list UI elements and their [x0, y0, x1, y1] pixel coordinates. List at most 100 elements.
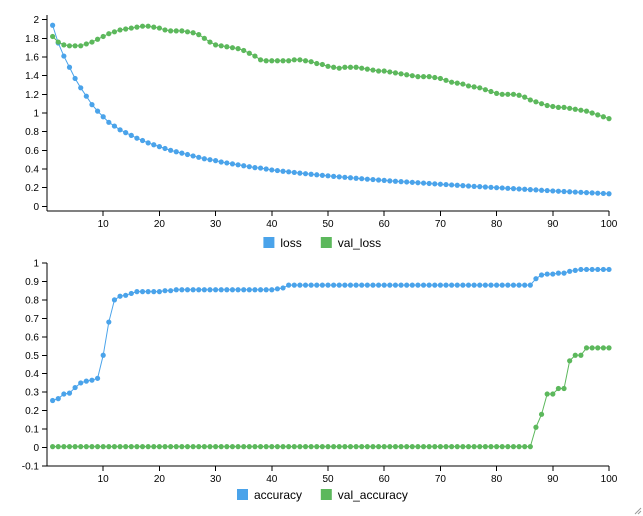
- data-point[interactable]: [286, 169, 292, 175]
- data-point[interactable]: [145, 23, 151, 29]
- data-point[interactable]: [522, 282, 528, 288]
- data-point[interactable]: [156, 144, 162, 150]
- data-point[interactable]: [72, 75, 78, 82]
- data-point[interactable]: [409, 282, 415, 288]
- data-point[interactable]: [280, 444, 286, 450]
- data-point[interactable]: [398, 71, 404, 77]
- data-point[interactable]: [201, 287, 207, 293]
- data-point[interactable]: [499, 282, 505, 288]
- data-point[interactable]: [291, 282, 297, 288]
- data-point[interactable]: [94, 108, 101, 114]
- data-point[interactable]: [482, 87, 488, 93]
- data-point[interactable]: [139, 289, 146, 295]
- data-point[interactable]: [516, 186, 522, 192]
- data-point[interactable]: [342, 282, 348, 288]
- data-point[interactable]: [145, 140, 151, 146]
- data-point[interactable]: [151, 24, 157, 30]
- data-point[interactable]: [66, 43, 73, 49]
- data-point[interactable]: [387, 444, 393, 450]
- data-point[interactable]: [246, 444, 252, 450]
- data-point[interactable]: [471, 282, 477, 288]
- data-point[interactable]: [128, 290, 134, 297]
- data-point[interactable]: [426, 180, 432, 187]
- data-point[interactable]: [55, 396, 61, 402]
- data-point[interactable]: [572, 352, 578, 358]
- data-point[interactable]: [94, 375, 101, 381]
- data-point[interactable]: [572, 267, 578, 273]
- data-point[interactable]: [246, 164, 252, 170]
- data-point[interactable]: [72, 444, 78, 450]
- data-point[interactable]: [544, 187, 550, 194]
- data-point[interactable]: [409, 444, 415, 450]
- data-point[interactable]: [61, 391, 67, 397]
- data-point[interactable]: [280, 168, 286, 174]
- data-point[interactable]: [156, 444, 162, 450]
- data-point[interactable]: [291, 444, 297, 450]
- data-point[interactable]: [235, 46, 241, 52]
- data-point[interactable]: [156, 289, 162, 295]
- data-point[interactable]: [465, 83, 472, 89]
- data-point[interactable]: [533, 99, 539, 105]
- data-point[interactable]: [522, 94, 528, 100]
- data-point[interactable]: [505, 185, 511, 191]
- data-point[interactable]: [286, 58, 292, 64]
- data-point[interactable]: [83, 41, 89, 47]
- data-point[interactable]: [269, 58, 275, 64]
- data-point[interactable]: [499, 185, 505, 191]
- data-point[interactable]: [449, 182, 455, 188]
- data-point[interactable]: [319, 172, 325, 178]
- data-point[interactable]: [370, 282, 376, 288]
- data-point[interactable]: [179, 28, 185, 34]
- data-point[interactable]: [538, 272, 545, 278]
- data-point[interactable]: [111, 123, 118, 129]
- data-point[interactable]: [561, 104, 567, 110]
- data-point[interactable]: [325, 282, 331, 288]
- data-point[interactable]: [347, 64, 354, 70]
- data-point[interactable]: [280, 58, 286, 64]
- data-point[interactable]: [415, 180, 421, 186]
- data-point[interactable]: [460, 183, 466, 189]
- data-point[interactable]: [106, 119, 112, 125]
- data-point[interactable]: [314, 444, 320, 450]
- data-point[interactable]: [72, 43, 78, 49]
- data-point[interactable]: [325, 173, 331, 179]
- data-point[interactable]: [359, 444, 365, 450]
- data-point[interactable]: [409, 73, 415, 79]
- data-point[interactable]: [555, 188, 562, 194]
- data-point[interactable]: [269, 287, 275, 293]
- data-point[interactable]: [471, 84, 477, 90]
- data-point[interactable]: [527, 97, 533, 103]
- data-point[interactable]: [477, 85, 483, 91]
- data-point[interactable]: [184, 29, 191, 35]
- data-point[interactable]: [415, 444, 421, 450]
- data-point[interactable]: [156, 25, 162, 31]
- data-point[interactable]: [527, 444, 533, 450]
- data-point[interactable]: [179, 150, 185, 156]
- data-point[interactable]: [184, 444, 191, 450]
- data-point[interactable]: [527, 187, 533, 193]
- data-point[interactable]: [420, 444, 427, 450]
- data-point[interactable]: [263, 166, 269, 172]
- data-point[interactable]: [134, 135, 140, 141]
- data-point[interactable]: [364, 176, 370, 182]
- data-point[interactable]: [404, 444, 410, 450]
- data-point[interactable]: [522, 186, 528, 192]
- data-point[interactable]: [454, 182, 460, 188]
- data-point[interactable]: [471, 183, 477, 189]
- data-point[interactable]: [331, 282, 337, 288]
- data-point[interactable]: [516, 444, 522, 450]
- data-point[interactable]: [364, 282, 370, 288]
- data-point[interactable]: [353, 64, 359, 70]
- data-point[interactable]: [370, 67, 376, 73]
- data-point[interactable]: [567, 189, 573, 195]
- data-point[interactable]: [336, 444, 342, 450]
- data-point[interactable]: [213, 42, 219, 48]
- data-point[interactable]: [139, 137, 146, 144]
- data-point[interactable]: [83, 444, 89, 450]
- data-point[interactable]: [561, 385, 567, 392]
- data-point[interactable]: [488, 184, 494, 190]
- data-point[interactable]: [184, 287, 191, 293]
- data-point[interactable]: [538, 101, 545, 107]
- data-point[interactable]: [50, 22, 56, 28]
- data-point[interactable]: [302, 282, 309, 288]
